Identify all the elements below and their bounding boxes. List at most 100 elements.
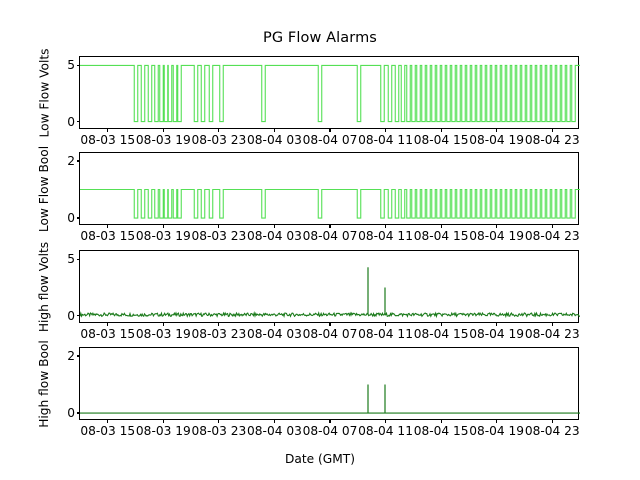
y-tick-mark xyxy=(76,64,80,66)
x-tick-label: 08-04 15 xyxy=(413,229,469,243)
y-tick-mark xyxy=(76,160,80,162)
x-tick-label: 08-04 23 xyxy=(524,133,580,147)
x-tick-label: 08-04 03 xyxy=(247,229,302,243)
y-tick-mark xyxy=(76,355,80,357)
y-tick-mark xyxy=(76,315,80,317)
x-tick-label: 08-03 15 xyxy=(80,229,136,243)
x-tick-label: 08-04 03 xyxy=(247,424,302,438)
y-tick-label: 5 xyxy=(67,58,75,73)
x-tick-label: 08-04 11 xyxy=(358,133,413,147)
x-tick-mark xyxy=(107,322,109,326)
x-tick-mark xyxy=(329,322,331,326)
x-tick-mark xyxy=(440,419,442,423)
x-tick-mark xyxy=(496,128,498,132)
x-tick-label: 08-03 15 xyxy=(80,133,136,147)
y-tick-label: 5 xyxy=(67,252,75,267)
x-tick-mark xyxy=(496,322,498,326)
series-line xyxy=(80,267,580,319)
x-tick-label: 08-04 15 xyxy=(413,327,469,341)
x-tick-mark xyxy=(329,224,331,228)
x-tick-label: 08-04 07 xyxy=(302,133,358,147)
x-tick-label: 08-03 23 xyxy=(191,133,247,147)
x-tick-label: 08-04 07 xyxy=(302,424,358,438)
y-tick-label: 2 xyxy=(67,348,75,363)
x-tick-label: 08-04 03 xyxy=(247,327,302,341)
y-tick-mark xyxy=(76,121,80,123)
y-tick-label: 0 xyxy=(67,406,75,421)
subplot-low-flow-volts: 0 5 08-03 15 08-03 19 08-03 23 08-04 03 08-04 … xyxy=(67,56,580,147)
x-tick-mark xyxy=(551,224,553,228)
x-tick-label: 08-03 19 xyxy=(135,327,191,341)
x-tick-mark xyxy=(329,419,331,423)
subplot-high-flow-bool: 0 2 08-03 15 08-03 19 08-03 23 08-04 03 08-04 … xyxy=(67,347,580,438)
x-tick-label: 08-03 19 xyxy=(135,133,191,147)
series-line xyxy=(80,384,580,414)
x-tick-mark xyxy=(551,419,553,423)
series-line xyxy=(80,64,580,123)
y-tick-mark xyxy=(76,412,80,414)
x-tick-mark xyxy=(385,419,387,423)
x-tick-mark xyxy=(218,224,220,228)
x-tick-mark xyxy=(273,419,275,423)
x-tick-mark xyxy=(162,128,164,132)
y-axis-label-high-flow-bool: High flow Bool xyxy=(37,339,51,428)
x-tick-label: 08-04 15 xyxy=(413,133,469,147)
x-tick-mark xyxy=(162,419,164,423)
series-line xyxy=(80,188,580,219)
subplot-low-flow-bool: 0 2 08-03 15 08-03 19 08-03 23 08-04 03 08-04 … xyxy=(67,152,580,243)
x-tick-mark xyxy=(218,419,220,423)
x-tick-label: 08-04 03 xyxy=(247,133,302,147)
x-tick-label: 08-03 23 xyxy=(191,327,247,341)
x-tick-label: 08-04 11 xyxy=(358,229,413,243)
x-tick-label: 08-03 15 xyxy=(80,327,136,341)
x-tick-label: 08-04 19 xyxy=(469,229,525,243)
x-tick-label: 08-03 19 xyxy=(135,424,191,438)
x-tick-label: 08-04 11 xyxy=(358,424,413,438)
x-tick-label: 08-04 19 xyxy=(469,133,525,147)
x-tick-mark xyxy=(107,224,109,228)
x-tick-mark xyxy=(273,224,275,228)
x-tick-mark xyxy=(273,322,275,326)
x-tick-label: 08-04 19 xyxy=(469,424,525,438)
x-tick-mark xyxy=(440,128,442,132)
x-tick-mark xyxy=(385,322,387,326)
x-axis-label: Date (GMT) xyxy=(285,452,355,466)
x-tick-label: 08-03 23 xyxy=(191,229,247,243)
x-tick-mark xyxy=(496,224,498,228)
x-tick-mark xyxy=(162,322,164,326)
y-axis-label-stack: Low Flow Volts Low Flow Bool High flow V… xyxy=(34,48,54,438)
y-tick-label: 2 xyxy=(67,153,75,168)
x-tick-label: 08-04 07 xyxy=(302,327,358,341)
y-tick-label: 0 xyxy=(67,211,75,226)
x-tick-mark xyxy=(218,322,220,326)
chart-title: PG Flow Alarms xyxy=(263,30,377,46)
x-tick-mark xyxy=(329,128,331,132)
x-tick-label: 08-04 15 xyxy=(413,424,469,438)
x-tick-mark xyxy=(551,128,553,132)
x-tick-mark xyxy=(218,128,220,132)
x-tick-label: 08-04 23 xyxy=(524,327,580,341)
y-tick-mark xyxy=(76,217,80,219)
y-tick-label: 0 xyxy=(67,308,75,323)
x-tick-mark xyxy=(162,224,164,228)
x-tick-mark xyxy=(385,128,387,132)
x-tick-label: 08-04 23 xyxy=(524,229,580,243)
x-tick-mark xyxy=(496,419,498,423)
y-tick-label: 0 xyxy=(67,114,75,129)
x-tick-mark xyxy=(273,128,275,132)
x-tick-label: 08-04 19 xyxy=(469,327,525,341)
x-tick-label: 08-04 07 xyxy=(302,229,358,243)
x-tick-mark xyxy=(551,322,553,326)
x-tick-mark xyxy=(440,322,442,326)
x-tick-label: 08-03 23 xyxy=(191,424,247,438)
x-tick-label: 08-03 15 xyxy=(80,424,136,438)
x-tick-label: 08-03 19 xyxy=(135,229,191,243)
x-tick-mark xyxy=(440,224,442,228)
x-tick-mark xyxy=(385,224,387,228)
x-tick-label: 08-04 23 xyxy=(524,424,580,438)
x-tick-mark xyxy=(107,128,109,132)
y-tick-mark xyxy=(76,258,80,260)
x-tick-mark xyxy=(107,419,109,423)
subplot-high-flow-volts: 0 5 08-03 15 08-03 19 08-03 23 08-04 03 08-04 … xyxy=(67,250,580,341)
